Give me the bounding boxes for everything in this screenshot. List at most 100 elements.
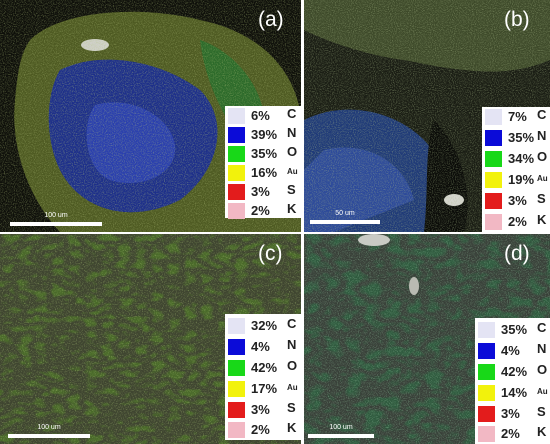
element-symbol: S xyxy=(537,191,546,206)
panel-a: (a) 6% C 39% N 35% O 16% Au 3% S 2% K 100 um xyxy=(0,0,301,232)
legend-row: 4% N xyxy=(475,341,550,361)
legend-row: 42% O xyxy=(475,362,550,382)
swatch-c xyxy=(228,318,245,334)
panel-d: (d) 35% C 4% N 42% O 14% Au 3% S 2% K 100 um xyxy=(304,234,550,444)
element-symbol: K xyxy=(287,420,297,435)
element-symbol: Au xyxy=(537,387,548,396)
swatch-k xyxy=(478,426,495,442)
swatch-k xyxy=(228,422,245,438)
legend-b: 7% C 35% N 34% O 19% Au 3% S 2% K xyxy=(482,107,550,232)
legend-a: 6% C 39% N 35% O 16% Au 3% S 2% K xyxy=(225,106,301,221)
percent: 19% xyxy=(508,172,535,187)
scale-bar-d: 100 um xyxy=(308,424,374,438)
swatch-s xyxy=(478,406,495,422)
element-symbol: N xyxy=(537,341,547,356)
legend-row: 6% C xyxy=(225,106,301,126)
swatch-s xyxy=(228,184,245,200)
legend-row: 35% O xyxy=(225,144,301,164)
element-symbol: N xyxy=(287,337,297,352)
percent: 42% xyxy=(251,360,278,375)
legend-row: 7% C xyxy=(482,107,550,127)
swatch-s xyxy=(485,193,502,209)
percent: 4% xyxy=(251,339,270,354)
swatch-n xyxy=(228,339,245,355)
legend-row: 17% Au xyxy=(225,379,301,399)
panel-c: (c) 32% C 4% N 42% O 17% Au 3% S 2% K 100 um xyxy=(0,234,301,444)
element-symbol: O xyxy=(287,144,298,159)
legend-row: 3% S xyxy=(475,404,550,424)
element-symbol: K xyxy=(537,424,547,439)
legend-c: 32% C 4% N 42% O 17% Au 3% S 2% K xyxy=(225,314,301,440)
swatch-au xyxy=(228,165,245,181)
element-symbol: Au xyxy=(287,167,298,176)
legend-d: 35% C 4% N 42% O 14% Au 3% S 2% K xyxy=(475,318,550,444)
percent: 17% xyxy=(251,381,278,396)
percent: 3% xyxy=(251,184,270,199)
legend-row: 35% N xyxy=(482,128,550,148)
percent: 14% xyxy=(501,385,528,400)
swatch-k xyxy=(485,214,502,230)
percent: 2% xyxy=(251,203,270,218)
percent: 4% xyxy=(501,343,520,358)
swatch-n xyxy=(485,130,502,146)
panel-b: (b) 7% C 35% N 34% O 19% Au 3% S 2% K 50 um xyxy=(304,0,550,232)
swatch-s xyxy=(228,402,245,418)
swatch-n xyxy=(228,127,245,143)
swatch-au xyxy=(485,172,502,188)
legend-row: 19% Au xyxy=(482,170,550,190)
scale-bar-label: 100 um xyxy=(329,424,353,431)
swatch-au xyxy=(478,385,495,401)
scale-bar-label: 50 um xyxy=(335,210,355,217)
legend-row: 34% O xyxy=(482,149,550,169)
percent: 3% xyxy=(251,402,270,417)
percent: 32% xyxy=(251,318,278,333)
percent: 7% xyxy=(508,109,527,124)
scale-bar-line xyxy=(308,434,374,438)
swatch-c xyxy=(478,322,495,338)
scale-bar-line xyxy=(8,434,90,438)
legend-row: 3% S xyxy=(225,400,301,420)
element-symbol: C xyxy=(537,320,547,335)
element-symbol: O xyxy=(537,149,548,164)
scale-bar-label: 100 um xyxy=(37,424,61,431)
legend-row: 39% N xyxy=(225,125,301,145)
percent: 3% xyxy=(508,193,527,208)
legend-row: 4% N xyxy=(225,337,301,357)
percent: 2% xyxy=(508,214,527,229)
legend-row: 16% Au xyxy=(225,163,301,183)
percent: 35% xyxy=(251,146,278,161)
panel-label-d: (d) xyxy=(504,242,530,265)
swatch-au xyxy=(228,381,245,397)
legend-row: 42% O xyxy=(225,358,301,378)
scale-bar-a: 100 um xyxy=(10,212,102,226)
element-symbol: N xyxy=(287,125,297,140)
element-symbol: C xyxy=(287,106,297,121)
swatch-c xyxy=(485,109,502,125)
percent: 3% xyxy=(501,406,520,421)
percent: 2% xyxy=(251,422,270,437)
element-symbol: S xyxy=(287,182,296,197)
element-symbol: Au xyxy=(287,383,298,392)
swatch-o xyxy=(478,364,495,380)
percent: 16% xyxy=(251,165,278,180)
legend-row: 3% S xyxy=(225,182,301,202)
element-symbol: K xyxy=(287,201,297,216)
element-symbol: O xyxy=(287,358,298,373)
legend-row: 14% Au xyxy=(475,383,550,403)
element-symbol: Au xyxy=(537,174,548,183)
percent: 34% xyxy=(508,151,535,166)
legend-row: 32% C xyxy=(225,316,301,336)
panel-label-b: (b) xyxy=(504,8,530,31)
swatch-k xyxy=(228,203,245,219)
percent: 35% xyxy=(508,130,535,145)
scale-bar-label: 100 um xyxy=(44,212,68,219)
legend-row: 35% C xyxy=(475,320,550,340)
element-symbol: O xyxy=(537,362,548,377)
percent: 2% xyxy=(501,426,520,441)
scale-bar-line xyxy=(10,222,102,226)
swatch-c xyxy=(228,108,245,124)
legend-row: 2% K xyxy=(225,201,301,221)
element-symbol: N xyxy=(537,128,547,143)
element-symbol: S xyxy=(287,400,296,415)
percent: 35% xyxy=(501,322,528,337)
